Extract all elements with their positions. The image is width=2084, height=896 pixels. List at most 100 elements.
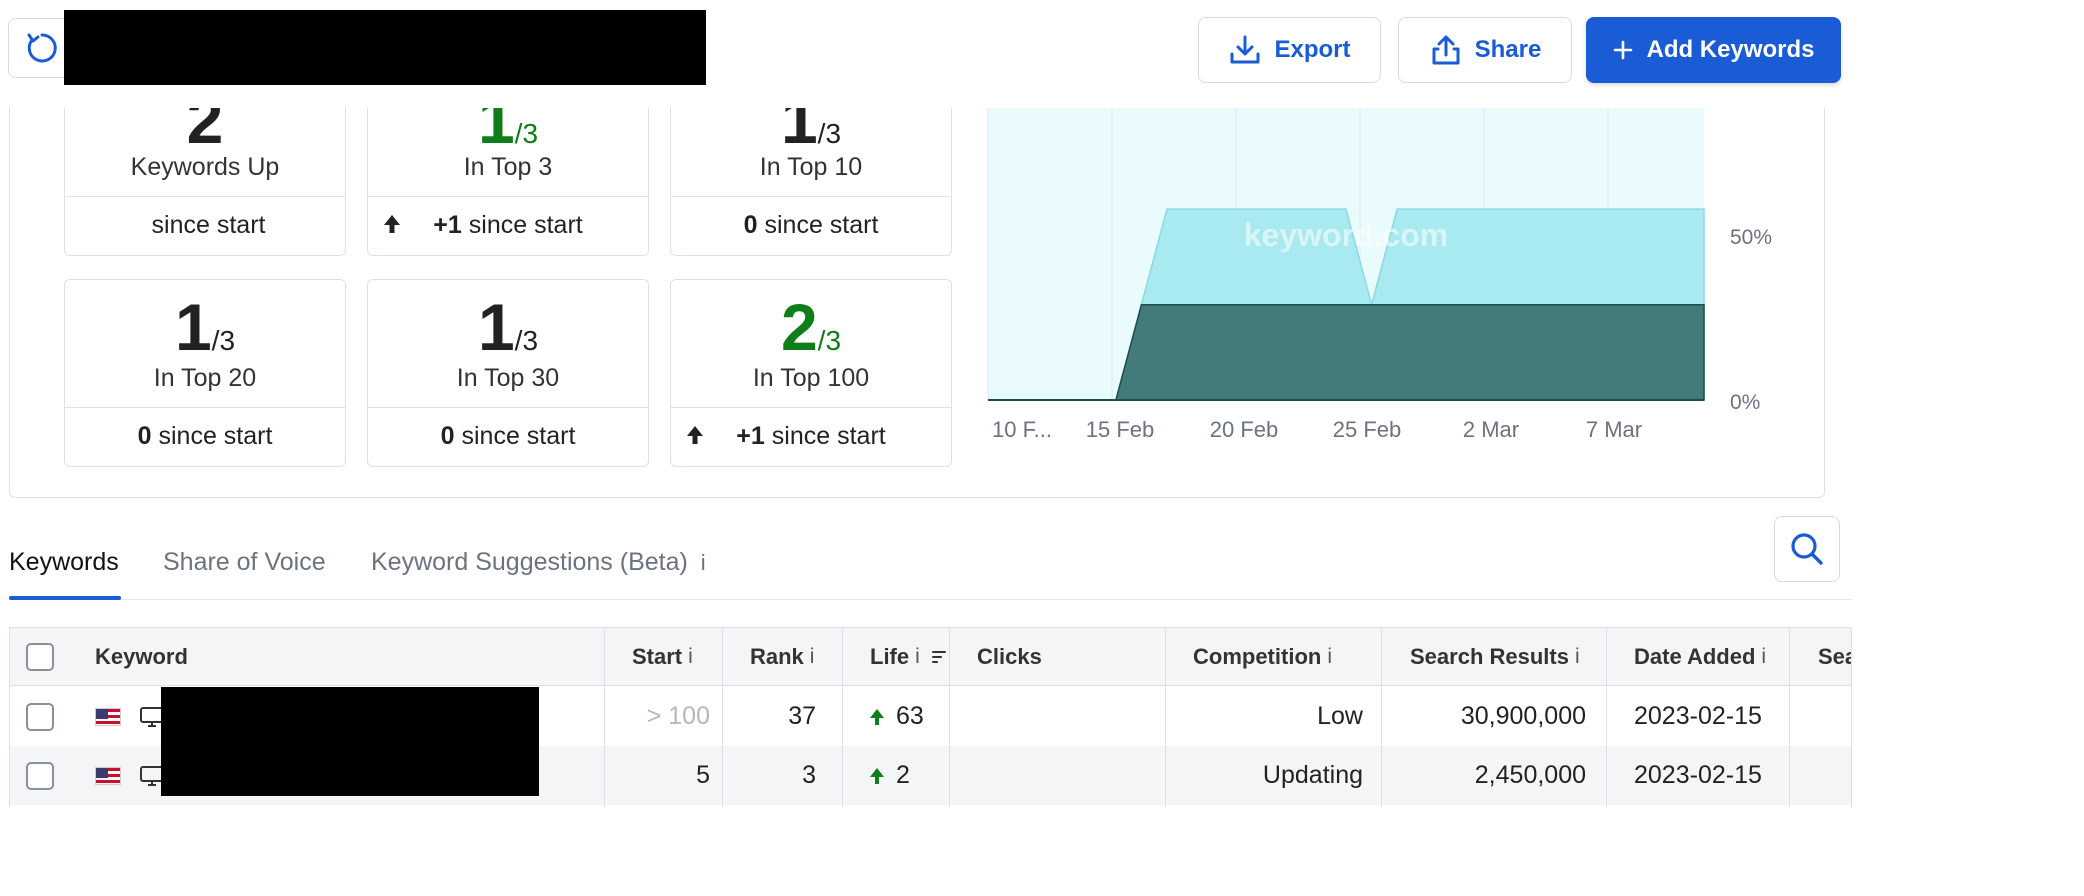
competition-value: Updating xyxy=(1262,761,1363,789)
column-divider xyxy=(722,628,723,807)
stat-label: Keywords Up xyxy=(130,153,280,181)
row-checkbox[interactable] xyxy=(26,761,54,790)
header-sea[interactable]: Sea xyxy=(1818,628,1851,685)
header-start-label: Start xyxy=(632,643,683,669)
header-search-results-label: Search Results xyxy=(1410,643,1569,669)
row-checkbox[interactable] xyxy=(26,702,54,731)
stat-footer-text: since start xyxy=(468,210,583,239)
tab-keyword-suggestions[interactable]: Keyword Suggestions (Beta) i xyxy=(371,548,706,577)
stat-denominator: /3 xyxy=(211,325,236,356)
column-divider xyxy=(842,628,843,807)
stat-footer-text: since start xyxy=(158,421,273,450)
stat-number: 1 xyxy=(477,290,515,364)
info-icon[interactable]: i xyxy=(1761,644,1767,668)
header-rank-label: Rank xyxy=(750,643,804,669)
stat-denominator: /3 xyxy=(817,118,842,149)
chart-watermark: keyword.com xyxy=(1244,217,1449,253)
start-value: 5 xyxy=(696,761,710,789)
stat-footer: 0 since start xyxy=(65,406,345,466)
share-button[interactable]: Share xyxy=(1398,17,1572,83)
tab-keywords[interactable]: Keywords xyxy=(9,548,119,577)
start-value: > 100 xyxy=(646,702,710,730)
info-icon[interactable]: i xyxy=(1327,644,1332,668)
active-tab-indicator xyxy=(9,596,121,600)
share-icon xyxy=(1432,35,1460,65)
chart-x-tick-label: 7 Mar xyxy=(1586,417,1642,442)
stat-footer-text: since start xyxy=(461,421,576,450)
add-keywords-label: Add Keywords xyxy=(1646,36,1815,63)
add-keywords-button[interactable]: Add Keywords xyxy=(1586,17,1841,83)
info-icon[interactable]: i xyxy=(915,644,920,668)
stat-denominator: /3 xyxy=(514,118,539,149)
stat-change: 0 xyxy=(743,210,758,239)
keywords-table: Keyword Start i Rank i Life i Clicks Compet… xyxy=(9,627,1852,807)
refresh-icon xyxy=(27,33,57,63)
stat-top: 1/3 In Top 30 xyxy=(368,280,648,408)
life-value: 63 xyxy=(896,702,924,730)
header-clicks[interactable]: Clicks xyxy=(977,628,1042,685)
header-rank[interactable]: Rank i xyxy=(750,628,814,685)
header-life[interactable]: Life i xyxy=(870,628,948,685)
chart-x-tick-label: 20 Feb xyxy=(1210,417,1279,442)
stat-card: 2/3 In Top 100 +1 since start xyxy=(670,279,952,467)
header-keyword-label: Keyword xyxy=(95,643,188,669)
share-label: Share xyxy=(1474,36,1542,63)
stat-change: 0 xyxy=(137,421,152,450)
export-label: Export xyxy=(1274,36,1351,63)
column-divider xyxy=(1606,628,1607,807)
stat-change: +1 xyxy=(433,210,462,239)
info-icon[interactable]: i xyxy=(688,644,693,668)
stat-top: 1/3 In Top 20 xyxy=(65,280,345,408)
export-button[interactable]: Export xyxy=(1198,17,1381,83)
header-competition[interactable]: Competition i xyxy=(1193,628,1332,685)
stat-card: 1/3 In Top 20 0 since start xyxy=(64,279,346,467)
column-divider xyxy=(1381,628,1382,807)
tab-share-of-voice-label: Share of Voice xyxy=(163,548,326,576)
download-icon xyxy=(1230,35,1260,64)
arrow-up-icon xyxy=(870,767,884,784)
header-date-added[interactable]: Date Added i xyxy=(1634,628,1766,685)
keyword-cell xyxy=(95,746,165,805)
header-start[interactable]: Start i xyxy=(632,628,693,685)
header-date-added-label: Date Added xyxy=(1634,643,1756,669)
stat-value: 2/3 xyxy=(671,294,951,374)
table-row[interactable]: > 100 37 63 Low 30,900,000 2023-02-15 xyxy=(10,687,1851,746)
select-all-cell xyxy=(26,628,54,685)
chart-x-tick-label: 2 Mar xyxy=(1463,417,1519,442)
stat-footer-text: since start xyxy=(151,210,266,239)
sort-icon[interactable] xyxy=(930,648,948,666)
date-added-value: 2023-02-15 xyxy=(1634,702,1762,730)
stat-value: 1/3 xyxy=(368,294,648,374)
stat-label: In Top 20 xyxy=(153,364,257,392)
header-search-results[interactable]: Search Results i xyxy=(1410,628,1580,685)
search-button[interactable] xyxy=(1774,516,1840,582)
chart-x-tick-label: 25 Feb xyxy=(1333,417,1402,442)
header-sea-label: Sea xyxy=(1818,643,1851,669)
top-toolbar: Export Share Add Keywords xyxy=(0,0,1860,108)
stat-footer-text: since start xyxy=(764,210,879,239)
stat-footer: +1 since start xyxy=(368,195,648,255)
stat-card: 1/3 In Top 30 0 since start xyxy=(367,279,649,467)
stat-denominator: /3 xyxy=(514,325,539,356)
rank-value: 37 xyxy=(788,702,816,730)
redacted-project-title xyxy=(64,10,706,85)
stat-footer: since start xyxy=(65,195,345,255)
info-icon[interactable]: i xyxy=(700,550,706,575)
stat-footer-text: since start xyxy=(771,421,886,450)
header-keyword[interactable]: Keyword xyxy=(95,628,188,685)
header-clicks-label: Clicks xyxy=(977,643,1042,669)
tab-share-of-voice[interactable]: Share of Voice xyxy=(163,548,326,577)
redacted-keyword xyxy=(161,687,539,746)
stat-change: +1 xyxy=(736,421,765,450)
tab-keyword-suggestions-label: Keyword Suggestions (Beta) xyxy=(371,548,688,576)
header-life-label: Life xyxy=(870,643,910,669)
info-icon[interactable]: i xyxy=(809,644,815,668)
table-row[interactable]: 5 3 2 Updating 2,450,000 2023-02-15 xyxy=(10,746,1851,805)
search-results-value: 30,900,000 xyxy=(1460,702,1586,730)
ranking-distribution-chart: keyword.com 10 F... 15 Feb 20 Feb 25 Feb 2 Ma… xyxy=(987,108,1772,442)
info-icon[interactable]: i xyxy=(1574,644,1580,668)
stat-change: 0 xyxy=(440,421,455,450)
select-all-checkbox[interactable] xyxy=(26,642,54,671)
stat-footer: 0 since start xyxy=(671,195,951,255)
column-divider xyxy=(604,628,605,807)
